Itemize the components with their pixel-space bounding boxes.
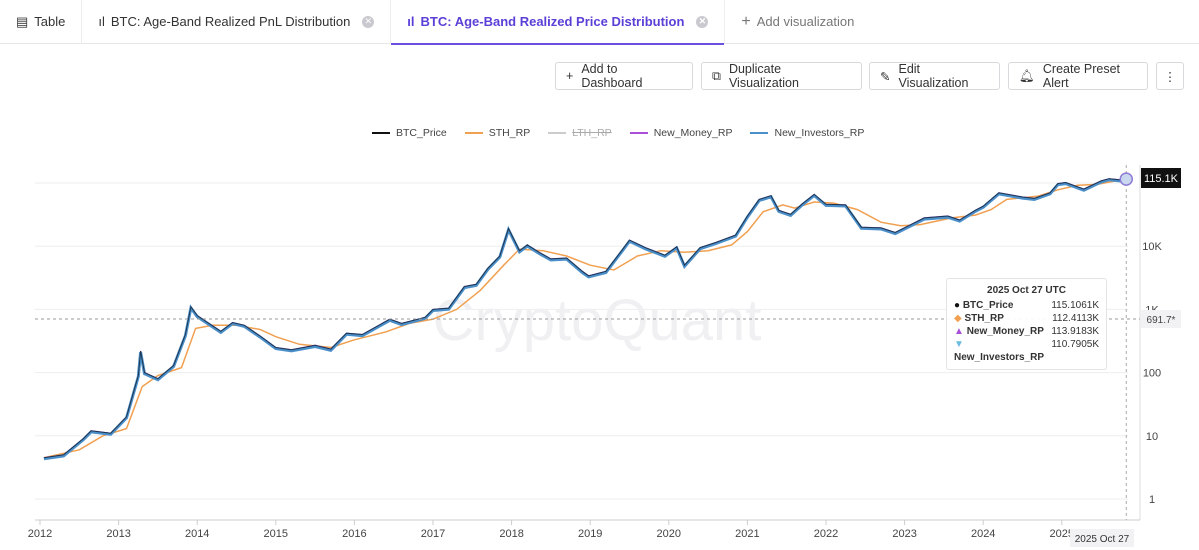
- x-tick-label: 2014: [185, 528, 209, 540]
- x-tick-label: 2023: [892, 528, 916, 540]
- x-tick-label: 2025: [1050, 528, 1074, 540]
- tooltip-row: ▼ New_Investors_RP 110.7905K: [954, 338, 1099, 364]
- tab-table[interactable]: ▤ Table: [0, 0, 83, 44]
- tooltip-row: ▲ New_Money_RP 113.9183K: [954, 325, 1099, 338]
- legend-label: LTH_RP: [572, 127, 612, 139]
- x-tick-label: 2021: [735, 528, 759, 540]
- legend-item-lth-rp[interactable]: LTH_RP: [548, 127, 612, 139]
- series-new-investors-rp: [43, 178, 1127, 461]
- legend-swatch: [464, 132, 483, 134]
- legend-item-new-money-rp[interactable]: New_Money_RP: [629, 127, 733, 139]
- x-tick-label: 2016: [342, 528, 366, 540]
- legend-swatch: [750, 132, 769, 134]
- legend-swatch: [372, 132, 390, 134]
- price-label: 115.1K: [1144, 173, 1179, 185]
- legend-swatch: [629, 132, 648, 134]
- x-tick-label: 2015: [264, 528, 288, 540]
- series-marker-icon: ▼: [954, 339, 964, 350]
- tooltip-row: ● BTC_Price 115.1061K: [954, 299, 1099, 312]
- y-tick-label: 10K: [1142, 241, 1162, 253]
- x-tick-label: 2024: [971, 528, 995, 540]
- legend-swatch: [548, 132, 567, 134]
- legend-item-btc-price[interactable]: BTC_Price: [372, 127, 447, 139]
- tooltip-row: ◆ STH_RP 112.4113K: [954, 312, 1099, 325]
- series-marker-icon: ▲: [954, 326, 964, 337]
- tooltip: 2025 Oct 27 UTC ● BTC_Price 115.1061K ◆ ST…: [946, 278, 1107, 370]
- x-tick-label: 2020: [657, 528, 681, 540]
- watermark: CryptoQuant: [433, 288, 762, 353]
- series-btc-price: [43, 178, 1127, 459]
- x-tick-label: 2019: [578, 528, 602, 540]
- y-tick-label: 100: [1143, 368, 1161, 380]
- create-preset-alert-button[interactable]: 🔔︎ Create Preset Alert: [1008, 62, 1148, 90]
- bar-chart-icon: ıl: [98, 14, 105, 29]
- legend-label: STH_RP: [488, 127, 531, 139]
- series-name: New_Investors_RP: [954, 352, 1045, 363]
- add-to-dashboard-button[interactable]: + Add to Dashboard: [555, 62, 693, 90]
- plus-icon: +: [566, 69, 574, 83]
- table-icon: ▤: [16, 13, 29, 29]
- date-label-box: [1070, 529, 1134, 547]
- close-tab-icon[interactable]: ✕: [696, 15, 709, 28]
- series-value: 113.9183K: [1051, 326, 1099, 337]
- series-marker-icon: ◆: [954, 313, 962, 324]
- duplicate-visualization-button[interactable]: ⧉ Duplicate Visualization: [701, 62, 862, 90]
- legend-label: New_Money_RP: [653, 127, 733, 139]
- y-value-label: 691.7*: [1147, 315, 1176, 326]
- x-tick-label: 2022: [814, 528, 838, 540]
- y-tick-label: 1: [1149, 494, 1155, 506]
- bell-icon: 🔔︎: [1019, 68, 1035, 83]
- bar-chart-icon: ıl: [407, 14, 415, 29]
- price-label-box: [1141, 168, 1181, 188]
- x-tick-label: 2018: [499, 528, 523, 540]
- x-tick-label: 2017: [421, 528, 445, 540]
- tab-pnl-distribution[interactable]: ıl BTC: Age-Band Realized PnL Distributio…: [82, 0, 392, 44]
- y-value-label-box: [1141, 310, 1181, 328]
- crosshair-marker: [1119, 172, 1134, 186]
- series-marker-icon: ●: [954, 300, 961, 311]
- plus-icon: +: [741, 12, 751, 30]
- series-value: 112.4113K: [1052, 313, 1099, 324]
- tab-bar: ▤ Table ıl BTC: Age-Band Realized PnL Dist…: [0, 0, 1199, 45]
- copy-icon: ⧉: [712, 68, 721, 83]
- legend-label: New_Investors_RP: [774, 127, 865, 139]
- series-name: BTC_Price: [962, 300, 1014, 311]
- legend-label: BTC_Price: [396, 127, 447, 139]
- series-value: 115.1061K: [1051, 300, 1099, 311]
- series-name: New_Money_RP: [966, 326, 1044, 337]
- series-name: STH_RP: [964, 313, 1004, 324]
- x-tick-label: 2013: [106, 528, 130, 540]
- edit-icon: ✎: [880, 69, 891, 84]
- close-tab-icon[interactable]: ✕: [362, 15, 375, 28]
- edit-visualization-button[interactable]: ✎ Edit Visualization: [869, 62, 1000, 90]
- legend-item-sth-rp[interactable]: STH_RP: [464, 127, 531, 139]
- more-options-button[interactable]: ⋮: [1156, 62, 1184, 90]
- add-visualization-tab[interactable]: + Add visualization: [741, 12, 855, 30]
- legend-item-new-investors-rp[interactable]: New_Investors_RP: [750, 127, 864, 139]
- series-value: 110.7905K: [1051, 339, 1099, 350]
- chart-legend: BTC_Price STH_RP LTH_RP New_Money_RP New_Inv…: [372, 127, 864, 139]
- x-tick-label: 2012: [28, 528, 52, 540]
- tooltip-date: 2025 Oct 27 UTC: [987, 285, 1066, 296]
- y-tick-label: 10: [1146, 431, 1158, 443]
- tab-price-distribution[interactable]: ıl BTC: Age-Band Realized Price Distribut…: [391, 0, 726, 45]
- date-label: 2025 Oct 27: [1075, 534, 1130, 545]
